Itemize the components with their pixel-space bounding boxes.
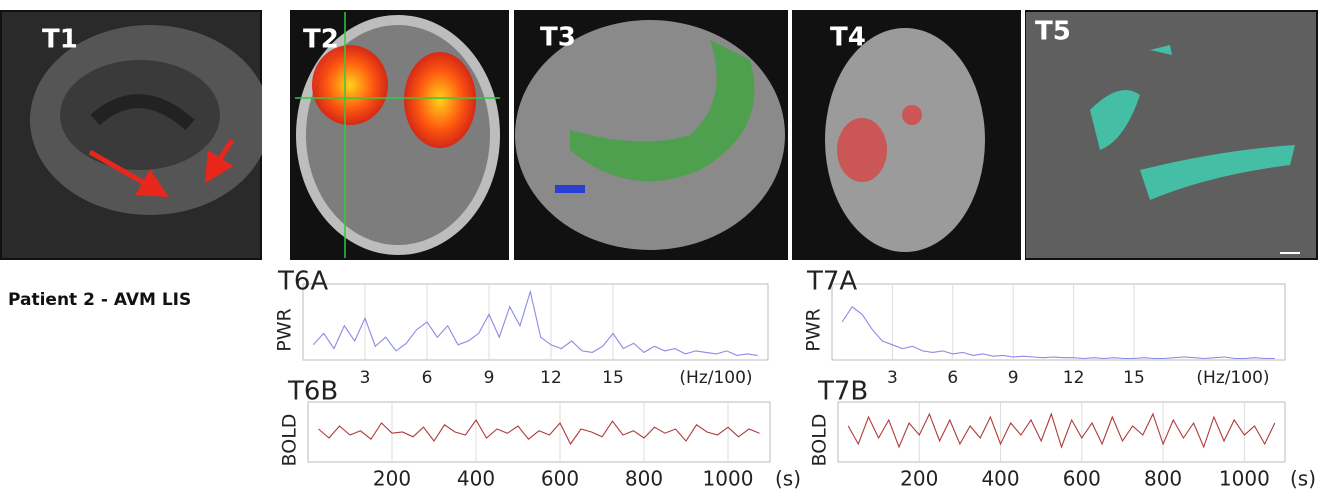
x-unit: (s) xyxy=(1290,467,1316,491)
x-tick-label: 15 xyxy=(602,368,624,388)
signal-line xyxy=(312,289,758,356)
x-tick-label: 1000 xyxy=(1219,467,1270,491)
x-tick-label: 15 xyxy=(1123,368,1145,388)
y-axis-label: BOLD xyxy=(809,414,831,467)
x-tick-label: 12 xyxy=(1063,368,1085,388)
signal-line xyxy=(847,412,1276,449)
x-tick-label: 6 xyxy=(422,368,433,388)
mri-strip xyxy=(0,10,1318,260)
x-tick-label: 6 xyxy=(947,368,958,388)
panel-label: T4 xyxy=(830,23,866,53)
plot-area xyxy=(837,401,1286,463)
panel-label: T2 xyxy=(303,25,339,55)
x-tick-label: 1000 xyxy=(703,467,754,491)
x-tick-label: 3 xyxy=(887,368,898,388)
x-unit: (s) xyxy=(775,467,801,491)
panel-label: T1 xyxy=(42,25,78,55)
mri-t3 xyxy=(515,20,785,250)
x-tick-label: 800 xyxy=(1144,467,1182,491)
x-tick-label: 9 xyxy=(1008,368,1019,388)
x-tick-label: 9 xyxy=(484,368,495,388)
mri-t5 xyxy=(1026,12,1316,258)
y-axis-label: PWR xyxy=(274,308,296,351)
mri-t4 xyxy=(825,28,985,252)
x-tick-label: 600 xyxy=(1063,467,1101,491)
row-label: Patient 2 - AVM LIS xyxy=(8,290,191,310)
plot-area xyxy=(307,401,771,463)
x-tick-label: 400 xyxy=(457,467,495,491)
chart-title: T7B xyxy=(817,377,868,407)
x-tick-label: 3 xyxy=(360,368,371,388)
signal-line xyxy=(318,418,760,446)
x-tick-label: 200 xyxy=(900,467,938,491)
panel-label: T3 xyxy=(540,23,576,53)
plot-area xyxy=(302,283,769,361)
x-tick-label: 12 xyxy=(540,368,562,388)
chart-title: T6A xyxy=(277,267,328,297)
x-tick-label: 200 xyxy=(373,467,411,491)
chart-title: T7A xyxy=(806,267,857,297)
x-tick-label: 400 xyxy=(981,467,1019,491)
y-axis-label: BOLD xyxy=(279,414,301,467)
plot-area xyxy=(831,283,1286,361)
signal-line xyxy=(841,306,1275,360)
x-tick-label: 600 xyxy=(541,467,579,491)
x-tick-label: 800 xyxy=(625,467,663,491)
x-unit: (Hz/100) xyxy=(1196,368,1269,388)
chart-title: T6B xyxy=(287,377,338,407)
panel-label: T5 xyxy=(1035,17,1071,47)
x-unit: (Hz/100) xyxy=(679,368,752,388)
y-axis-label: PWR xyxy=(803,308,825,351)
